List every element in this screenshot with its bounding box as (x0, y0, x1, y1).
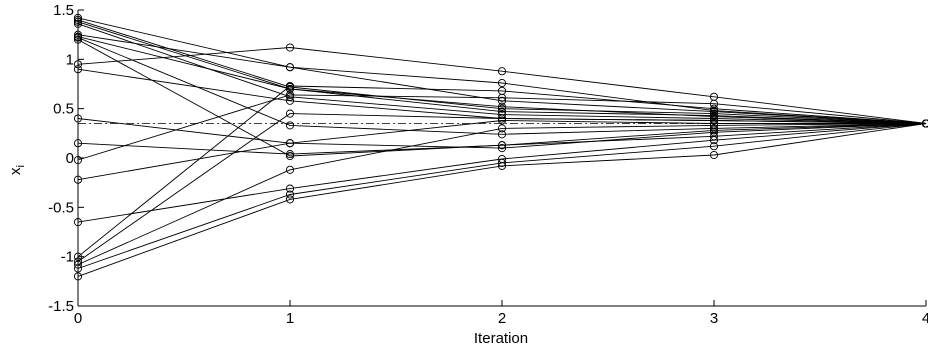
data-point (709, 116, 719, 125)
data-point (285, 184, 295, 193)
y-tick-label: 1.5 (53, 2, 74, 19)
data-point (285, 63, 295, 72)
x-tick-label: 0 (74, 310, 82, 327)
data-point (73, 139, 83, 148)
data-point (73, 155, 83, 165)
data-point (497, 124, 507, 133)
data-point (497, 144, 507, 153)
data-point (73, 35, 83, 44)
data-point (285, 150, 295, 159)
series-line-18 (77, 123, 927, 266)
data-point (73, 33, 83, 42)
data-point (285, 43, 295, 52)
series-line-19 (77, 123, 927, 269)
y-axis-label-subscript: i (15, 165, 27, 167)
data-point (285, 81, 295, 91)
series-group (73, 13, 928, 281)
data-point (709, 136, 719, 145)
data-point (73, 272, 83, 281)
data-point (73, 252, 83, 261)
data-point (709, 104, 719, 113)
y-tick-label: -1 (61, 249, 74, 266)
data-point (497, 104, 507, 113)
data-point (497, 114, 507, 123)
data-point (285, 139, 295, 148)
data-point (497, 141, 507, 150)
series-line-16 (77, 85, 927, 258)
data-point (285, 151, 295, 161)
series-line-2 (77, 19, 927, 124)
data-point (73, 30, 83, 39)
data-point (709, 126, 719, 135)
data-point (497, 158, 507, 167)
data-point (73, 15, 83, 24)
data-point (285, 90, 295, 99)
series-line-5 (77, 34, 927, 124)
y-tick-label: 0.5 (53, 101, 74, 118)
data-point (285, 190, 295, 199)
x-tick-label: 4 (922, 310, 928, 327)
x-tick-label: 2 (498, 310, 506, 327)
x-tick-label: 1 (286, 310, 294, 327)
series-line-6 (77, 36, 927, 124)
series-line-20 (77, 123, 927, 277)
data-point (709, 142, 719, 151)
data-point (709, 150, 719, 160)
series-line-3 (77, 21, 927, 124)
y-axis-label-main: x (7, 167, 24, 175)
data-point (73, 218, 83, 227)
data-point (709, 121, 719, 130)
series-line-1 (77, 17, 927, 124)
data-point (285, 96, 295, 105)
data-point (497, 86, 507, 95)
data-point (497, 96, 507, 105)
data-point (497, 130, 507, 139)
series-line-13 (77, 94, 927, 161)
data-point (497, 161, 507, 170)
data-point (285, 109, 295, 118)
data-point (497, 116, 507, 125)
y-tick-label: -0.5 (48, 199, 74, 216)
data-point (73, 60, 83, 69)
data-point (285, 195, 295, 204)
tick-labels: 0 1 2 3 4 -1.5 -1 -0.5 0 0.5 1 1.5 (48, 2, 928, 327)
data-point (73, 65, 83, 74)
y-tick-label: -1.5 (48, 298, 74, 315)
series-line-17 (77, 113, 927, 262)
y-tick-label: 1 (66, 51, 74, 68)
data-point (73, 13, 83, 22)
series-line-12 (77, 123, 927, 155)
series-line-11 (77, 118, 926, 144)
data-point (73, 264, 83, 273)
data-point (73, 114, 83, 123)
series-line-9 (77, 47, 927, 124)
data-point (709, 99, 719, 108)
series-line-7 (77, 37, 927, 135)
data-point (921, 119, 928, 128)
data-point (285, 165, 295, 174)
data-point (497, 78, 507, 88)
series-line-14 (77, 123, 927, 181)
data-point (73, 175, 83, 184)
y-axis-label: xi (7, 165, 27, 175)
x-axis-label: Iteration (474, 330, 528, 347)
y-tick-label: 0 (66, 150, 74, 167)
data-point (73, 19, 83, 28)
data-point (285, 121, 295, 130)
data-point (497, 102, 507, 111)
data-point (73, 17, 83, 26)
x-tick-label: 3 (710, 310, 718, 327)
data-point (497, 67, 507, 76)
